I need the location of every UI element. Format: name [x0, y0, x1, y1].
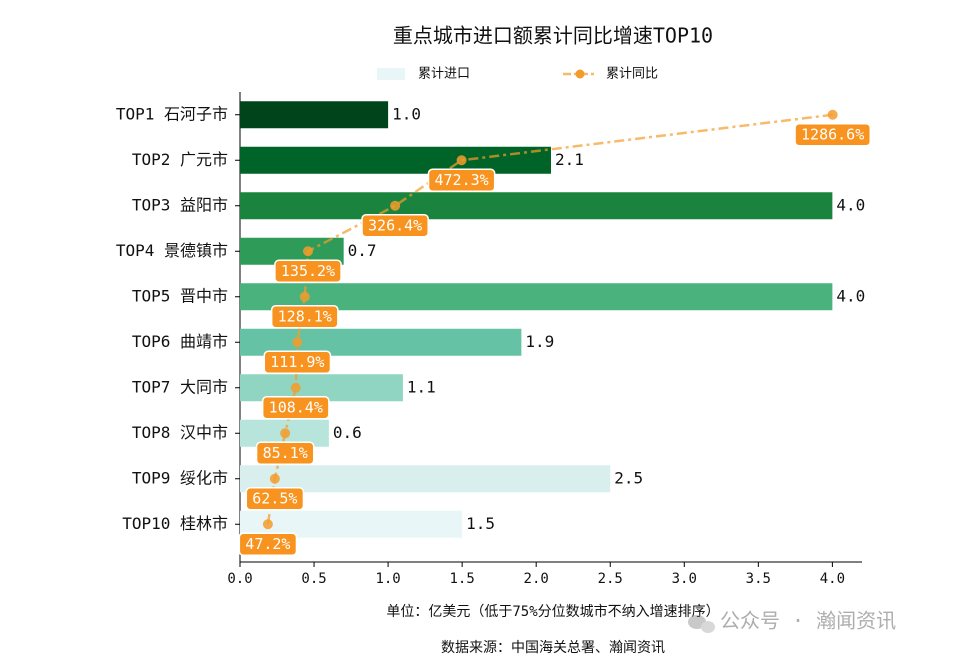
legend-label: 累计进口 — [418, 67, 470, 82]
label-box — [261, 396, 330, 420]
line-value-label: 111.9% — [270, 353, 324, 371]
legend-swatch — [575, 69, 585, 79]
y-tick-label: TOP4 景德镇市 — [116, 241, 228, 260]
bar-value-label: 2.1 — [555, 150, 584, 169]
bar-value-label: 0.6 — [333, 423, 362, 442]
x-tick-label: 2.0 — [524, 571, 549, 587]
value-label: 47.2% — [238, 532, 298, 556]
bar — [240, 192, 833, 220]
label-box — [263, 350, 332, 374]
watermark-icon — [688, 615, 715, 633]
bar-value-label: 0.7 — [348, 241, 377, 260]
bar — [240, 146, 551, 174]
line-value-label: 472.3% — [435, 171, 489, 189]
x-tick-label: 0.5 — [301, 571, 326, 587]
line-marker — [390, 200, 401, 211]
bar-value-label: 1.0 — [392, 104, 421, 123]
x-tick-label: 3.0 — [672, 571, 697, 587]
label-box — [361, 214, 429, 238]
line-value-label: 62.5% — [252, 489, 297, 507]
value-label: 62.5% — [245, 487, 305, 511]
y-tick-label: TOP10 桂林市 — [122, 514, 228, 533]
bar-value-label: 4.0 — [836, 286, 865, 305]
y-tick-label: TOP3 益阳市 — [132, 195, 228, 214]
x-tick-label: 1.5 — [449, 571, 474, 587]
value-label: 326.4% — [361, 214, 429, 238]
bar-value-label: 1.1 — [407, 377, 436, 396]
y-tick-label: TOP1 石河子市 — [116, 104, 228, 123]
line-value-label: 47.2% — [245, 535, 290, 553]
line-value-label: 85.1% — [263, 444, 308, 462]
x-tick-label: 2.5 — [598, 571, 623, 587]
label-box — [794, 123, 872, 147]
bar-value-label: 2.5 — [614, 468, 643, 487]
legend-swatch — [377, 68, 405, 80]
label-box — [427, 168, 496, 192]
line-value-label: 135.2% — [281, 262, 335, 280]
chart-title: 重点城市进口额累计同比增速TOP10 — [393, 24, 713, 48]
value-label: 108.4% — [261, 396, 330, 420]
x-tick-label: 3.5 — [746, 571, 771, 587]
label-box — [270, 305, 339, 329]
y-tick-label: TOP6 曲靖市 — [132, 332, 228, 351]
legend-label: 累计同比 — [606, 67, 658, 82]
line — [266, 113, 833, 525]
value-label: 135.2% — [274, 259, 342, 283]
y-tick-label: TOP9 绥化市 — [132, 468, 228, 487]
bar — [240, 283, 833, 311]
label-box — [274, 259, 342, 283]
bar — [240, 101, 389, 129]
y-tick-label: TOP7 大同市 — [132, 377, 228, 396]
value-label: 472.3% — [427, 168, 496, 192]
label-box — [255, 441, 315, 465]
bar-value-label: 1.5 — [466, 514, 495, 533]
value-label: 111.9% — [263, 350, 332, 374]
line-marker — [262, 519, 273, 530]
label-box — [238, 532, 298, 556]
bar-value-label: 1.9 — [525, 332, 554, 351]
line-value-label: 128.1% — [278, 307, 332, 325]
bar-value-label: 4.0 — [836, 195, 865, 214]
note: 数据来源：中国海关总署、瀚闻资讯 — [441, 640, 665, 656]
watermark: 公众号 · 瀚闻资讯 — [720, 609, 896, 633]
note: 单位：亿美元（低于75%分位数城市不纳入增速排序） — [386, 603, 719, 620]
line-marker — [456, 155, 467, 166]
x-tick-label: 1.0 — [375, 571, 400, 587]
line-marker — [292, 337, 303, 348]
line-marker — [280, 428, 291, 439]
x-tick-label: 4.0 — [820, 571, 845, 587]
line-marker — [302, 246, 313, 257]
line-marker — [290, 382, 301, 393]
x-tick-label: 0.0 — [227, 571, 252, 587]
y-tick-label: TOP5 晋中市 — [132, 286, 228, 305]
line-marker — [827, 109, 838, 120]
y-tick-label: TOP8 汉中市 — [132, 423, 228, 442]
value-label: 1286.6% — [794, 123, 872, 147]
value-label: 128.1% — [270, 305, 339, 329]
y-tick-label: TOP2 广元市 — [132, 150, 228, 169]
label-box — [245, 487, 305, 511]
line-marker — [299, 291, 310, 302]
line-value-label: 108.4% — [269, 398, 323, 416]
line-marker — [269, 473, 280, 484]
line-value-label: 326.4% — [368, 216, 422, 234]
value-label: 85.1% — [255, 441, 315, 465]
line-value-label: 1286.6% — [801, 125, 864, 143]
